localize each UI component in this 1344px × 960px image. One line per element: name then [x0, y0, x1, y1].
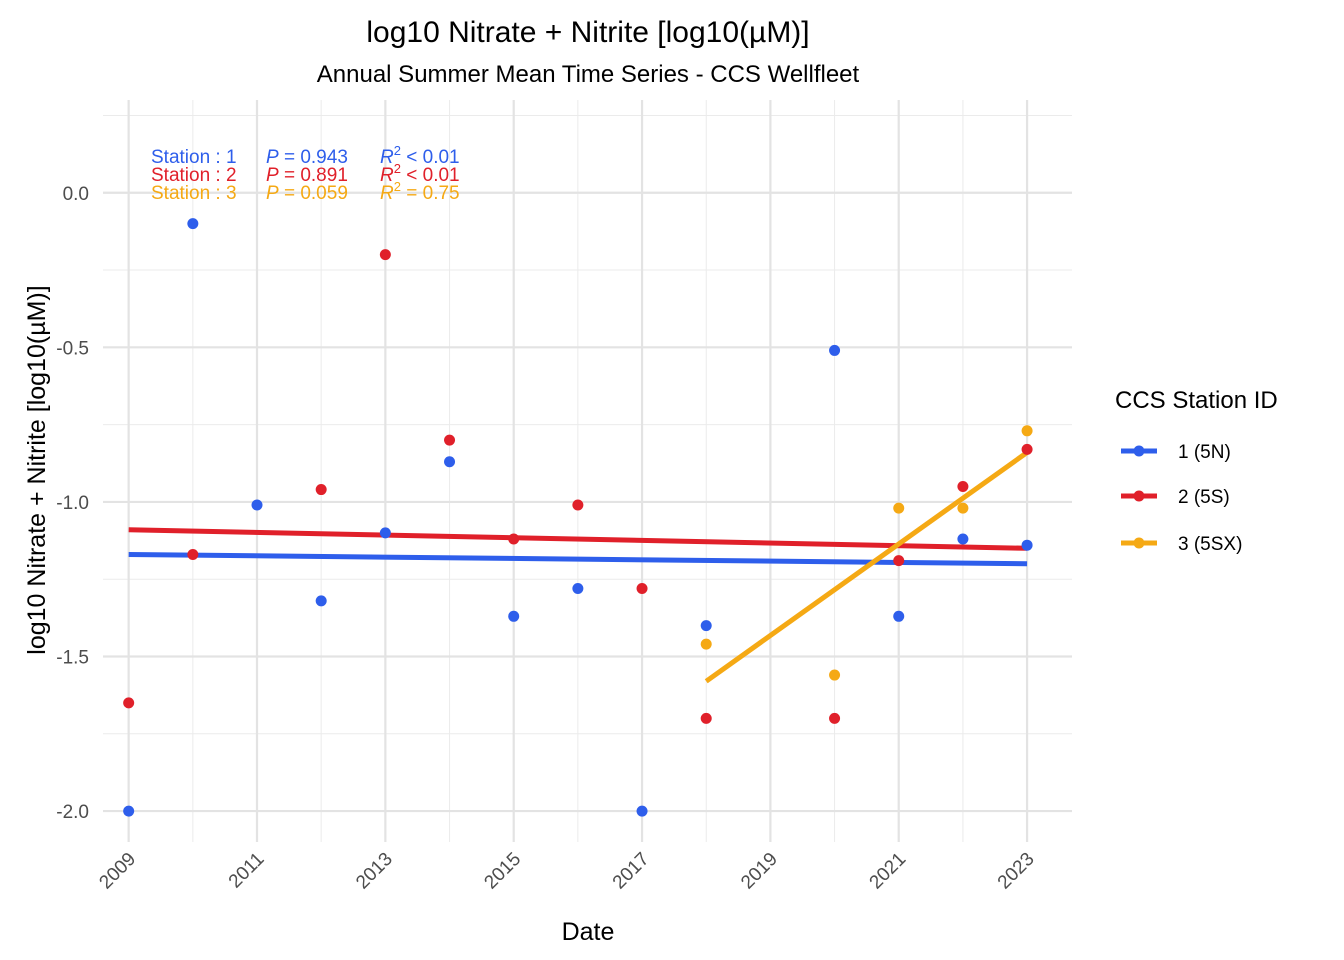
- x-tick-label: 2011: [225, 849, 269, 893]
- x-axis-title: Date: [562, 918, 615, 946]
- stat-station: Station : 2: [151, 165, 237, 186]
- legend-key-dot: [1133, 490, 1145, 502]
- data-point: [893, 502, 905, 514]
- data-point: [893, 610, 905, 622]
- x-tick-label: 2021: [866, 849, 911, 894]
- legend-label: 1 (5N): [1178, 442, 1231, 463]
- data-point: [636, 805, 648, 817]
- grid: [103, 100, 1072, 842]
- legend-key-dot: [1133, 537, 1145, 549]
- data-point: [572, 499, 584, 511]
- data-point: [636, 582, 648, 594]
- data-point: [1021, 539, 1033, 551]
- x-tick-label: 2009: [95, 849, 140, 894]
- data-point: [572, 582, 584, 594]
- data-point: [957, 533, 969, 545]
- data-point: [187, 218, 199, 230]
- y-tick-label: -0.5: [56, 338, 89, 359]
- data-point: [957, 502, 969, 514]
- trend-lines: [128, 450, 1029, 684]
- data-point: [187, 548, 199, 560]
- legend-title: CCS Station ID: [1115, 387, 1278, 414]
- data-point: [379, 249, 391, 261]
- stat-p-value: P = 0.059: [266, 183, 348, 204]
- data-point: [123, 697, 135, 709]
- legend: CCS Station ID 1 (5N) 2 (5S) 3 (5SX): [1115, 387, 1278, 555]
- data-point: [829, 344, 841, 356]
- x-tick-label: 2023: [994, 849, 1039, 894]
- data-points: [123, 218, 1033, 817]
- x-tick-label: 2019: [737, 849, 782, 894]
- data-point: [123, 805, 135, 817]
- stat-station: Station : 1: [151, 147, 237, 168]
- data-point: [508, 610, 520, 622]
- data-point: [315, 595, 327, 607]
- legend-label: 2 (5S): [1178, 487, 1230, 508]
- stat-r-squared: R2 < 0.01: [380, 143, 460, 168]
- stat-station: Station : 3: [151, 183, 237, 204]
- y-tick-label: 0.0: [63, 184, 89, 205]
- data-point: [829, 669, 841, 681]
- stat-r-squared: R2 = 0.75: [380, 179, 460, 204]
- legend-key-dot: [1133, 445, 1145, 457]
- y-axis-title: log10 Nitrate + Nitrite [log10(µM)]: [23, 285, 51, 654]
- y-tick-label: -1.0: [56, 493, 89, 514]
- x-tick-label: 2015: [480, 849, 525, 894]
- trend-line: [128, 527, 1028, 551]
- data-point: [251, 499, 263, 511]
- data-point: [700, 638, 712, 650]
- y-tick-label: -2.0: [56, 802, 89, 823]
- data-point: [700, 620, 712, 632]
- data-point: [1021, 425, 1033, 437]
- x-tick-label: 2013: [352, 849, 397, 894]
- data-point: [829, 712, 841, 724]
- data-point: [444, 434, 456, 446]
- stat-r-squared: R2 < 0.01: [380, 161, 460, 186]
- data-point: [315, 484, 327, 496]
- legend-label: 3 (5SX): [1178, 534, 1242, 555]
- trend-line: [704, 450, 1029, 684]
- data-point: [379, 527, 391, 539]
- data-point: [893, 555, 905, 567]
- data-point: [700, 712, 712, 724]
- x-tick-label: 2017: [609, 849, 654, 894]
- data-point: [508, 533, 520, 545]
- data-point: [444, 456, 456, 468]
- chart-title: log10 Nitrate + Nitrite [log10(µM)]: [366, 16, 809, 49]
- data-point: [957, 480, 969, 492]
- chart-subtitle: Annual Summer Mean Time Series - CCS Wel…: [317, 61, 860, 88]
- stat-p-value: P = 0.943: [266, 147, 348, 168]
- stats-annotations: Station : 1 P = 0.943 R2 < 0.01 Station : 2…: [151, 143, 460, 204]
- y-tick-label: -1.5: [56, 648, 89, 669]
- data-point: [1021, 443, 1033, 455]
- stat-p-value: P = 0.891: [266, 165, 348, 186]
